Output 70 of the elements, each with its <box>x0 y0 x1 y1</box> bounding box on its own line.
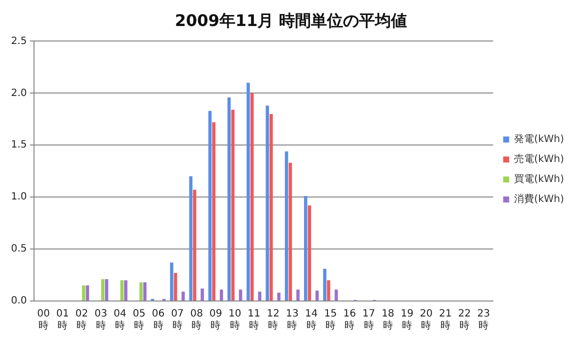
x-tick-label: 09時 <box>209 308 222 332</box>
y-tick-label: 1.0 <box>10 192 27 203</box>
x-tick-label: 11時 <box>248 308 260 332</box>
y-tick-label: 0.5 <box>10 244 27 255</box>
x-tick-label: 15時 <box>324 308 337 332</box>
bar <box>266 106 269 300</box>
legend-label: 買電(kWh) <box>514 174 564 186</box>
bar <box>124 280 128 300</box>
bar <box>143 282 147 300</box>
bar <box>308 205 312 300</box>
x-tick-label: 01時 <box>56 308 69 332</box>
bar <box>238 290 242 300</box>
bar <box>304 196 308 300</box>
bar <box>270 114 273 300</box>
x-tick-label: 23時 <box>477 308 490 332</box>
bar <box>326 280 330 300</box>
bar <box>193 190 196 300</box>
bar <box>323 268 326 300</box>
x-tick-label: 05時 <box>132 308 146 332</box>
bar <box>174 272 178 300</box>
bar <box>334 290 338 300</box>
x-tick-label: 16時 <box>343 308 356 332</box>
x-tick-label: 06時 <box>152 308 165 332</box>
bar <box>212 122 216 300</box>
bar <box>258 292 262 300</box>
bar <box>316 290 319 300</box>
y-tick-label: 2.5 <box>10 36 27 47</box>
bar <box>296 290 300 300</box>
bar <box>220 290 224 300</box>
x-tick-label: 17時 <box>362 308 376 332</box>
bar <box>139 282 143 300</box>
legend-label: 消費(kWh) <box>514 193 564 206</box>
bar <box>288 162 292 300</box>
x-tick-label: 07時 <box>171 308 184 332</box>
x-tick-label: 22時 <box>458 308 471 332</box>
bar <box>250 93 254 300</box>
x-tick-label: 12時 <box>266 308 280 332</box>
bar <box>170 262 174 300</box>
bar <box>189 176 192 300</box>
x-tick-label: 20時 <box>420 308 433 332</box>
bar <box>246 82 250 300</box>
bar <box>208 110 212 300</box>
bar <box>120 280 124 300</box>
bar <box>104 279 108 300</box>
y-tick-label: 2.0 <box>10 88 27 99</box>
x-tick-label: 03時 <box>94 308 108 332</box>
y-tick-label: 1.5 <box>10 140 27 151</box>
bar <box>277 292 280 300</box>
x-tick-label: 21時 <box>438 308 452 332</box>
legend-label: 発電(kWh) <box>514 134 564 146</box>
x-tick-label: 18時 <box>382 308 394 332</box>
bar <box>82 285 86 300</box>
x-tick-label: 08時 <box>190 308 203 332</box>
bar <box>284 151 288 300</box>
chart-title: 2009年11月 時間単位の平均値 <box>174 10 408 30</box>
x-tick-label: 04時 <box>114 308 126 332</box>
bar <box>86 285 90 300</box>
x-tick-label: 00時 <box>37 308 50 332</box>
y-tick-label: 0.0 <box>10 296 27 307</box>
bar <box>101 279 104 300</box>
bar <box>227 97 231 300</box>
x-tick-label: 10時 <box>228 308 242 332</box>
x-tick-label: 19時 <box>400 308 414 332</box>
bar <box>200 288 204 300</box>
bar <box>231 110 235 300</box>
x-tick-label: 14時 <box>305 308 318 332</box>
bar <box>182 292 185 300</box>
x-tick-label: 13時 <box>286 308 299 332</box>
x-tick-label: 02時 <box>75 308 88 332</box>
legend-label: 売電(kWh) <box>514 153 564 166</box>
